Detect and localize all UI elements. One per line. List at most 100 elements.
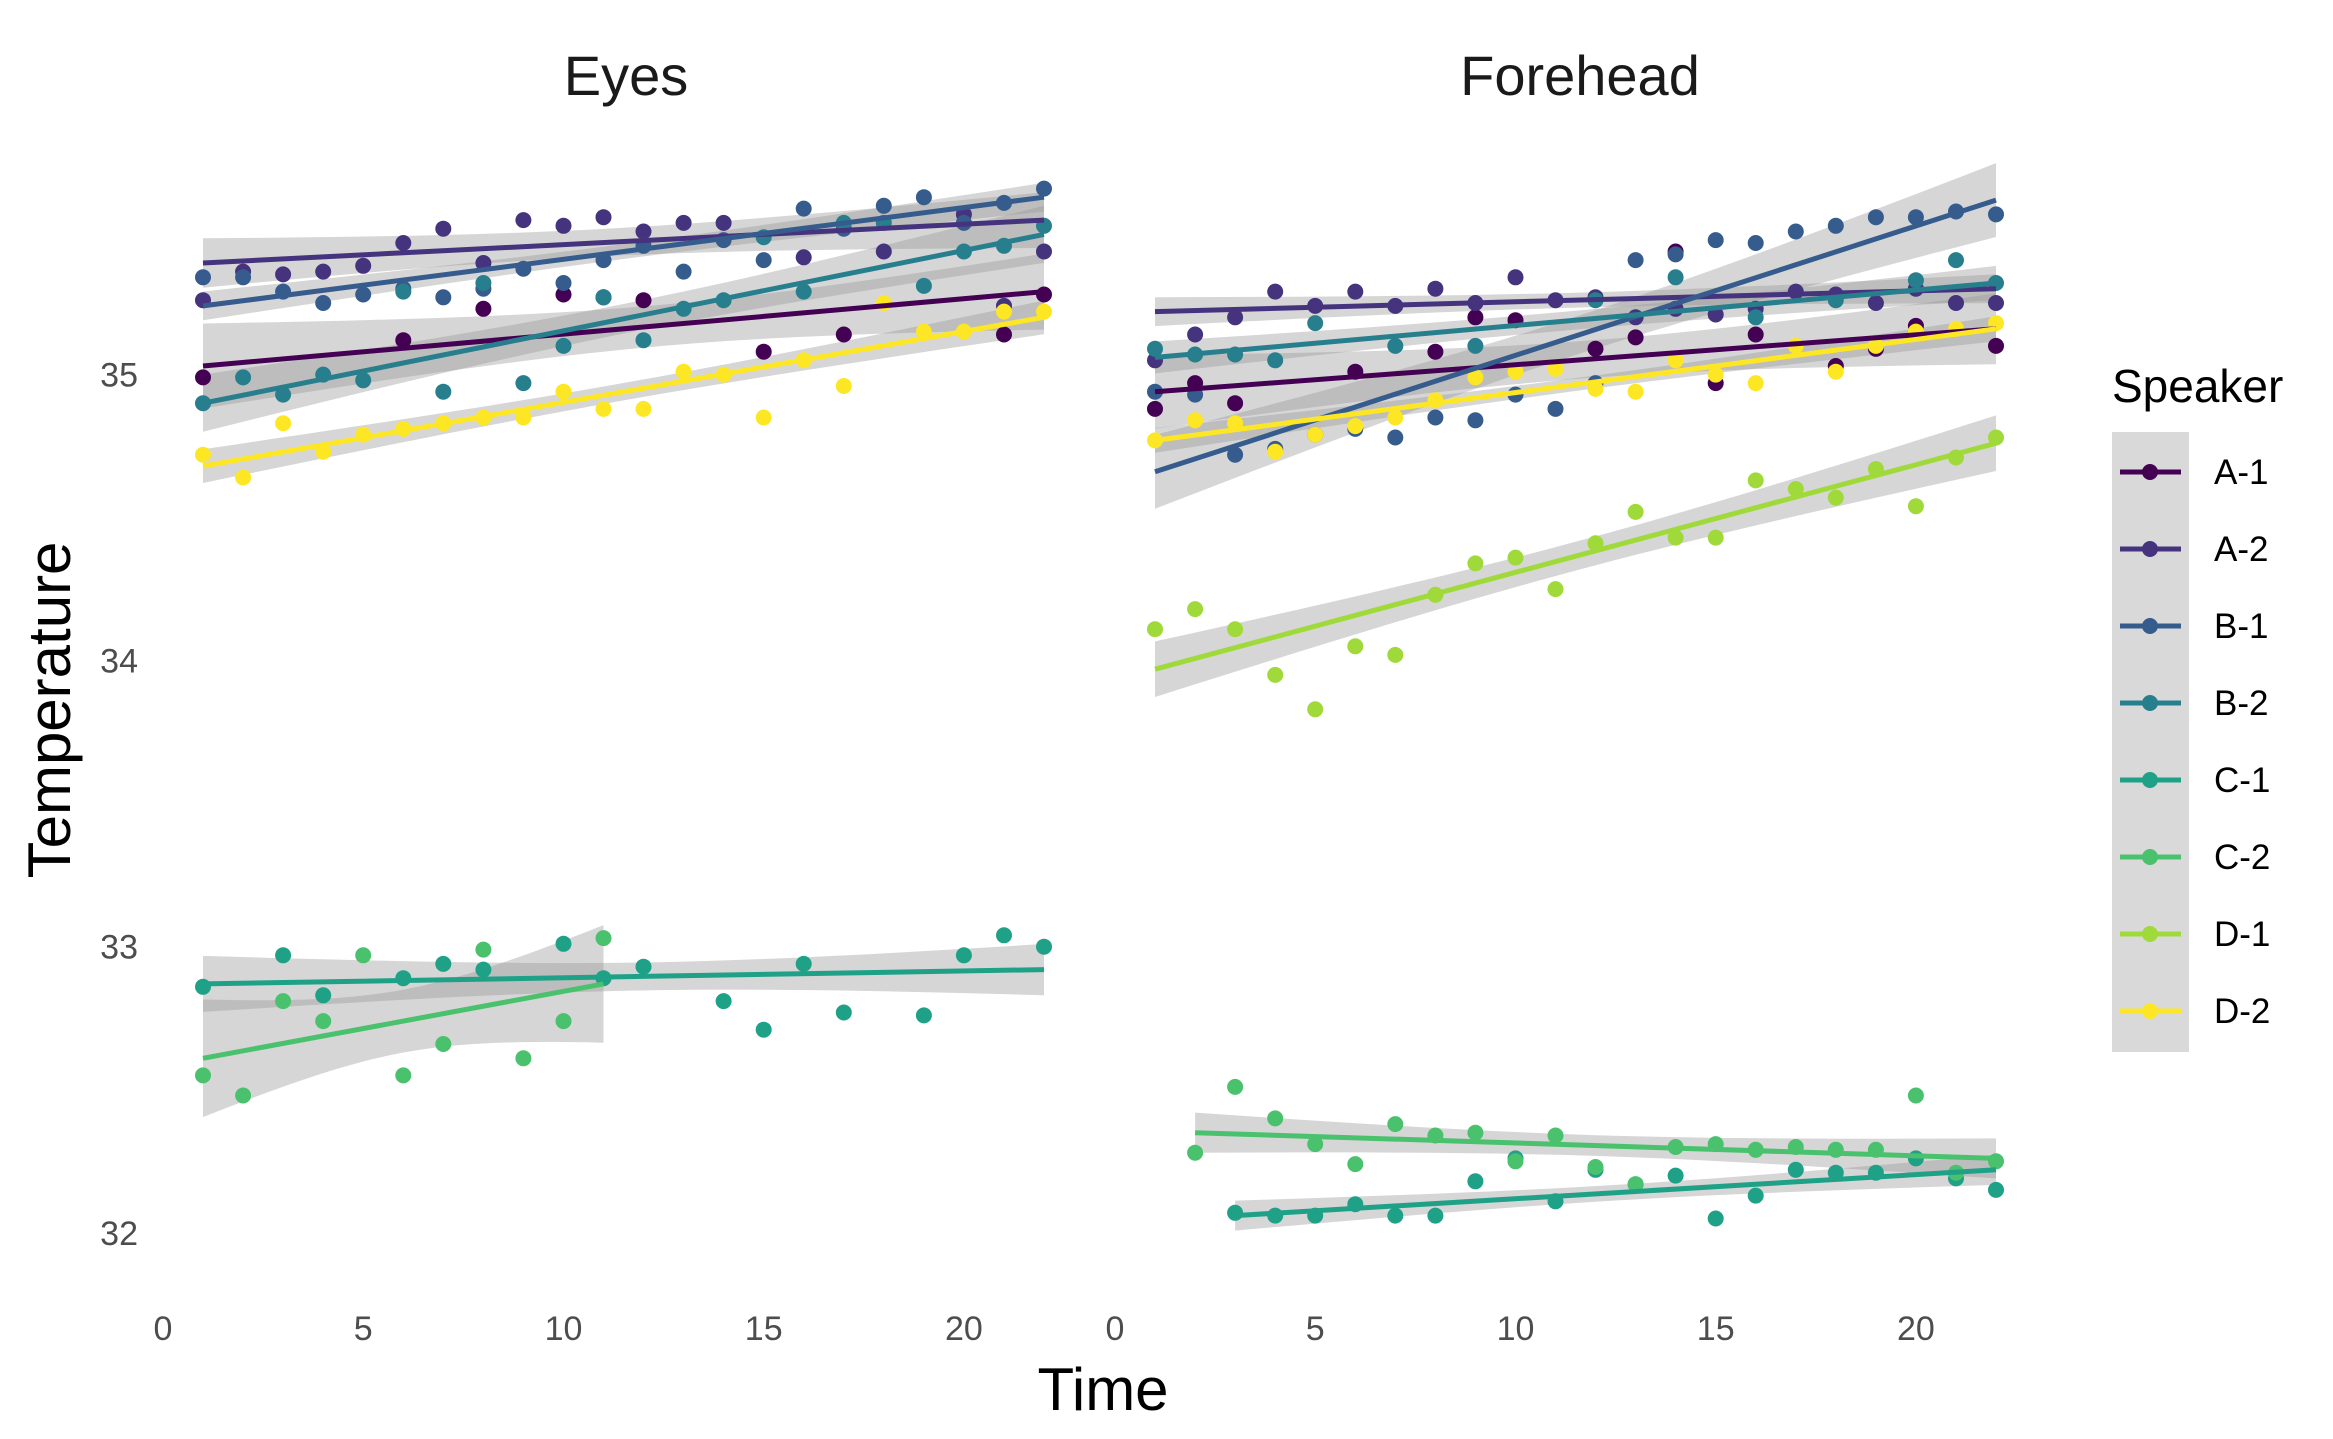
confidence-bands-forehead bbox=[1155, 163, 1996, 1231]
fit-line-eyes-c-1 bbox=[202, 967, 1045, 987]
x-axis-ticks-forehead: 0 5 10 15 20 bbox=[1106, 1310, 1935, 1348]
point-eyes-c-1 bbox=[275, 947, 292, 964]
legend-dot-d-1 bbox=[2142, 926, 2158, 942]
legend-label-a-1: A-1 bbox=[2214, 453, 2268, 492]
x-tick-label: 20 bbox=[945, 1310, 983, 1348]
point-eyes-a-2 bbox=[515, 212, 532, 229]
fit-line-forehead-b-1 bbox=[1154, 197, 1997, 475]
point-forehead-d-2 bbox=[1747, 375, 1764, 392]
point-forehead-a-1 bbox=[1467, 309, 1484, 326]
point-eyes-b-1 bbox=[915, 189, 932, 206]
point-eyes-a-1 bbox=[195, 369, 211, 386]
point-eyes-a-1 bbox=[555, 286, 572, 303]
point-forehead-b-2 bbox=[1467, 337, 1484, 354]
point-eyes-c-1 bbox=[835, 1004, 852, 1021]
point-forehead-d-2 bbox=[1547, 360, 1564, 377]
fit-line-forehead-d-1 bbox=[1154, 440, 1997, 672]
point-forehead-b-1 bbox=[1227, 446, 1244, 463]
legend-dot-b-1 bbox=[2142, 618, 2158, 634]
point-eyes-c-1 bbox=[195, 978, 211, 995]
point-eyes-b-1 bbox=[435, 289, 452, 306]
point-forehead-c-1 bbox=[1427, 1207, 1444, 1224]
y-tick-label: 35 bbox=[100, 357, 138, 395]
point-eyes-a-1 bbox=[755, 343, 772, 360]
point-forehead-b-2 bbox=[1307, 315, 1324, 332]
point-forehead-a-1 bbox=[1627, 329, 1644, 346]
point-eyes-a-2 bbox=[675, 214, 692, 231]
point-forehead-a-1 bbox=[1587, 340, 1604, 357]
x-tick-label: 0 bbox=[1106, 1310, 1125, 1348]
point-forehead-c-2 bbox=[1227, 1078, 1244, 1095]
point-eyes-b-2 bbox=[555, 337, 572, 354]
point-eyes-a-2 bbox=[1036, 243, 1052, 260]
fit-line-forehead-a-2 bbox=[1154, 286, 1997, 315]
point-forehead-d-1 bbox=[1307, 701, 1324, 718]
point-eyes-b-1 bbox=[355, 286, 372, 303]
fit-line-forehead-d-2 bbox=[1154, 326, 1997, 443]
point-forehead-b-1 bbox=[1467, 412, 1484, 429]
x-tick-label: 15 bbox=[1697, 1310, 1735, 1348]
point-forehead-c-1 bbox=[1467, 1173, 1484, 1190]
fit-lines-forehead bbox=[1154, 197, 1997, 1219]
point-eyes-a-1 bbox=[635, 292, 652, 309]
point-eyes-a-2 bbox=[395, 235, 412, 251]
point-eyes-d-2 bbox=[595, 400, 612, 417]
legend-dot-b-2 bbox=[2142, 695, 2158, 711]
point-forehead-b-2 bbox=[1948, 252, 1964, 269]
point-eyes-c-1 bbox=[795, 955, 812, 972]
point-eyes-b-2 bbox=[915, 277, 932, 294]
point-forehead-c-2 bbox=[1547, 1127, 1564, 1144]
point-forehead-c-2 bbox=[1307, 1136, 1324, 1153]
point-eyes-b-1 bbox=[875, 197, 892, 214]
point-forehead-c-2 bbox=[1267, 1110, 1284, 1127]
point-forehead-a-2 bbox=[1427, 280, 1444, 297]
point-eyes-c-2 bbox=[235, 1087, 252, 1104]
point-forehead-c-2 bbox=[1627, 1176, 1644, 1193]
point-forehead-d-1 bbox=[1347, 638, 1364, 655]
legend-items: A-1 A-2 B-1 B-2 C-1 C-2 D-1 D-2 bbox=[2120, 453, 2270, 1031]
point-forehead-d-2 bbox=[1467, 369, 1484, 386]
point-forehead-b-1 bbox=[1747, 235, 1764, 251]
point-eyes-c-2 bbox=[435, 1036, 452, 1052]
point-forehead-d-1 bbox=[1267, 666, 1284, 683]
fit-line-eyes-b-2 bbox=[202, 231, 1045, 406]
point-forehead-c-1 bbox=[1667, 1167, 1684, 1184]
fit-line-eyes-b-1 bbox=[202, 194, 1045, 309]
point-forehead-d-1 bbox=[1467, 555, 1484, 572]
point-forehead-b-1 bbox=[1827, 217, 1844, 234]
point-eyes-d-2 bbox=[675, 363, 692, 380]
legend-label-d-2: D-2 bbox=[2214, 992, 2270, 1031]
points-eyes bbox=[195, 180, 1052, 1104]
y-tick-label: 32 bbox=[100, 1215, 138, 1253]
point-eyes-a-1 bbox=[395, 332, 412, 349]
point-forehead-d-1 bbox=[1547, 581, 1564, 598]
point-forehead-c-2 bbox=[1347, 1156, 1364, 1173]
legend-label-c-2: C-2 bbox=[2214, 838, 2270, 877]
point-forehead-d-1 bbox=[1187, 601, 1204, 618]
point-forehead-d-1 bbox=[1507, 549, 1524, 566]
x-tick-label: 10 bbox=[545, 1310, 583, 1348]
fit-line-forehead-c-1 bbox=[1234, 1167, 1997, 1219]
point-forehead-a-2 bbox=[1227, 309, 1244, 326]
legend-dot-a-1 bbox=[2142, 464, 2158, 480]
point-forehead-b-2 bbox=[1267, 352, 1284, 369]
point-eyes-a-2 bbox=[315, 263, 332, 280]
point-forehead-d-1 bbox=[1667, 529, 1684, 546]
point-eyes-b-1 bbox=[315, 295, 332, 311]
point-forehead-d-1 bbox=[1227, 621, 1244, 638]
point-forehead-b-1 bbox=[1627, 252, 1644, 269]
point-forehead-d-1 bbox=[1147, 621, 1163, 638]
point-eyes-b-2 bbox=[275, 386, 292, 403]
point-forehead-a-1 bbox=[1147, 400, 1163, 417]
point-forehead-a-1 bbox=[1427, 343, 1444, 360]
point-eyes-c-2 bbox=[275, 993, 292, 1010]
point-forehead-a-2 bbox=[1988, 295, 2004, 311]
x-tick-label: 15 bbox=[745, 1310, 783, 1348]
x-axis-title: Time bbox=[1037, 1356, 1168, 1423]
point-eyes-b-1 bbox=[555, 275, 572, 291]
point-forehead-c-2 bbox=[1907, 1087, 1924, 1104]
fit-line-eyes-a-2 bbox=[202, 217, 1045, 266]
point-eyes-b-2 bbox=[635, 332, 652, 349]
point-eyes-d-2 bbox=[555, 383, 572, 400]
